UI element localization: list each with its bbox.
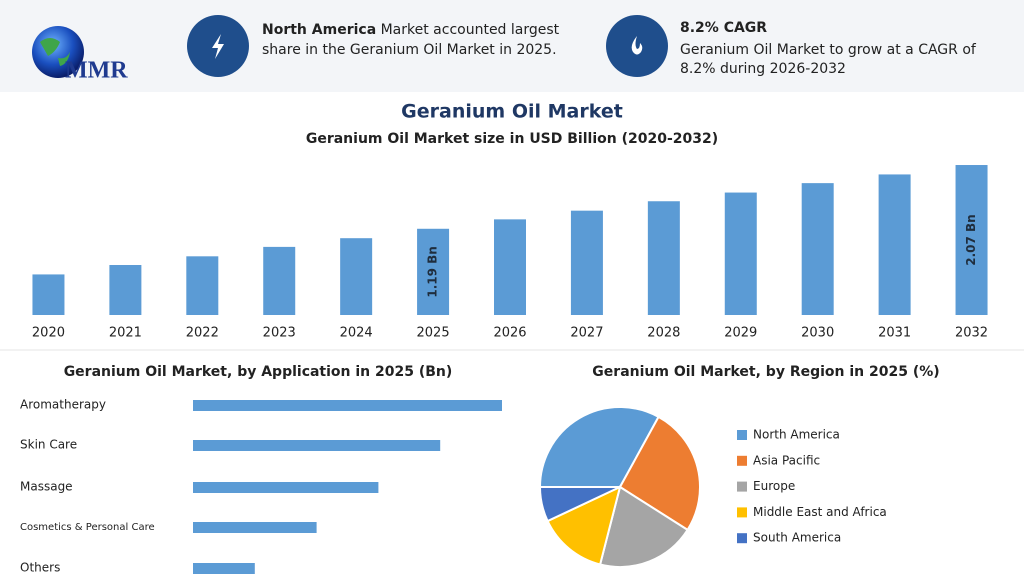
bar — [193, 400, 502, 411]
highlight-line: Geranium Oil Market to grow at a CAGR of — [680, 42, 977, 58]
highlight-line: share in the Geranium Oil Market in 2025… — [262, 42, 557, 58]
logo-text: MMR — [65, 58, 128, 84]
legend-swatch — [737, 455, 747, 466]
bar — [263, 246, 296, 315]
x-tick-label: 2025 — [417, 326, 450, 341]
value-label: 2.07 Bn — [964, 214, 978, 265]
bar — [186, 256, 219, 315]
bar — [724, 192, 757, 315]
highlight-text: North America Market accounted largest — [262, 22, 560, 38]
bar — [193, 440, 441, 451]
value-label: 1.19 Bn — [426, 246, 440, 297]
pie-slice — [546, 485, 622, 566]
category-label: Skin Care — [20, 438, 77, 452]
legend-label: Europe — [753, 479, 795, 493]
chart-title: Geranium Oil Market, by Region in 2025 (… — [592, 364, 939, 380]
legend-swatch — [737, 507, 747, 518]
x-tick-label: 2026 — [493, 326, 526, 341]
bar — [570, 210, 603, 315]
x-tick-label: 2024 — [340, 326, 373, 341]
bar — [494, 219, 526, 315]
highlight-bold: North America — [262, 22, 376, 38]
bar — [647, 201, 680, 315]
bar — [878, 174, 911, 315]
x-tick-label: 2027 — [570, 326, 603, 341]
icon-bolt — [212, 34, 224, 59]
legend-label: South America — [753, 531, 841, 545]
pie-slice — [598, 485, 689, 568]
legend-swatch — [737, 533, 747, 544]
bar — [193, 522, 317, 533]
icon-circle — [606, 15, 668, 77]
bar — [109, 265, 142, 315]
highlight-bold: 8.2% CAGR — [680, 20, 767, 36]
x-tick-label: 2032 — [955, 326, 988, 341]
legend-swatch — [737, 481, 747, 492]
icon-flame — [631, 36, 643, 55]
legend-label: Middle East and Africa — [753, 505, 887, 519]
x-tick-label: 2023 — [263, 326, 296, 341]
main-title: Geranium Oil Market — [401, 101, 623, 123]
category-label: Cosmetics & Personal Care — [20, 522, 155, 533]
chart-title: Geranium Oil Market, by Application in 2… — [64, 364, 453, 380]
x-tick-label: 2031 — [878, 326, 911, 341]
legend-label: Asia Pacific — [753, 453, 820, 467]
pie-slice — [538, 486, 621, 523]
category-label: Aromatherapy — [20, 398, 106, 412]
bar — [340, 238, 373, 315]
header-band — [0, 0, 1024, 92]
highlight-line: 8.2% during 2026-2032 — [680, 61, 846, 77]
pie-slice — [618, 415, 701, 532]
category-label: Massage — [20, 480, 73, 494]
x-tick-label: 2021 — [109, 326, 142, 341]
category-label: Others — [20, 561, 60, 575]
legend-swatch — [737, 430, 747, 440]
bar — [801, 183, 834, 315]
x-tick-label: 2030 — [801, 326, 834, 341]
chart-title: Geranium Oil Market size in USD Billion … — [306, 131, 718, 147]
legend-label: North America — [753, 428, 840, 442]
x-tick-label: 2028 — [647, 326, 680, 341]
bar — [32, 274, 65, 315]
bar — [417, 228, 450, 315]
x-tick-label: 2022 — [186, 326, 219, 341]
logo-land — [40, 38, 70, 66]
pie-slice — [538, 406, 660, 488]
bar — [193, 563, 255, 574]
highlight-line: Market accounted largest — [381, 22, 560, 38]
bar — [955, 165, 988, 315]
x-tick-label: 2020 — [32, 326, 65, 341]
x-tick-label: 2029 — [724, 326, 757, 341]
bar — [193, 482, 379, 493]
